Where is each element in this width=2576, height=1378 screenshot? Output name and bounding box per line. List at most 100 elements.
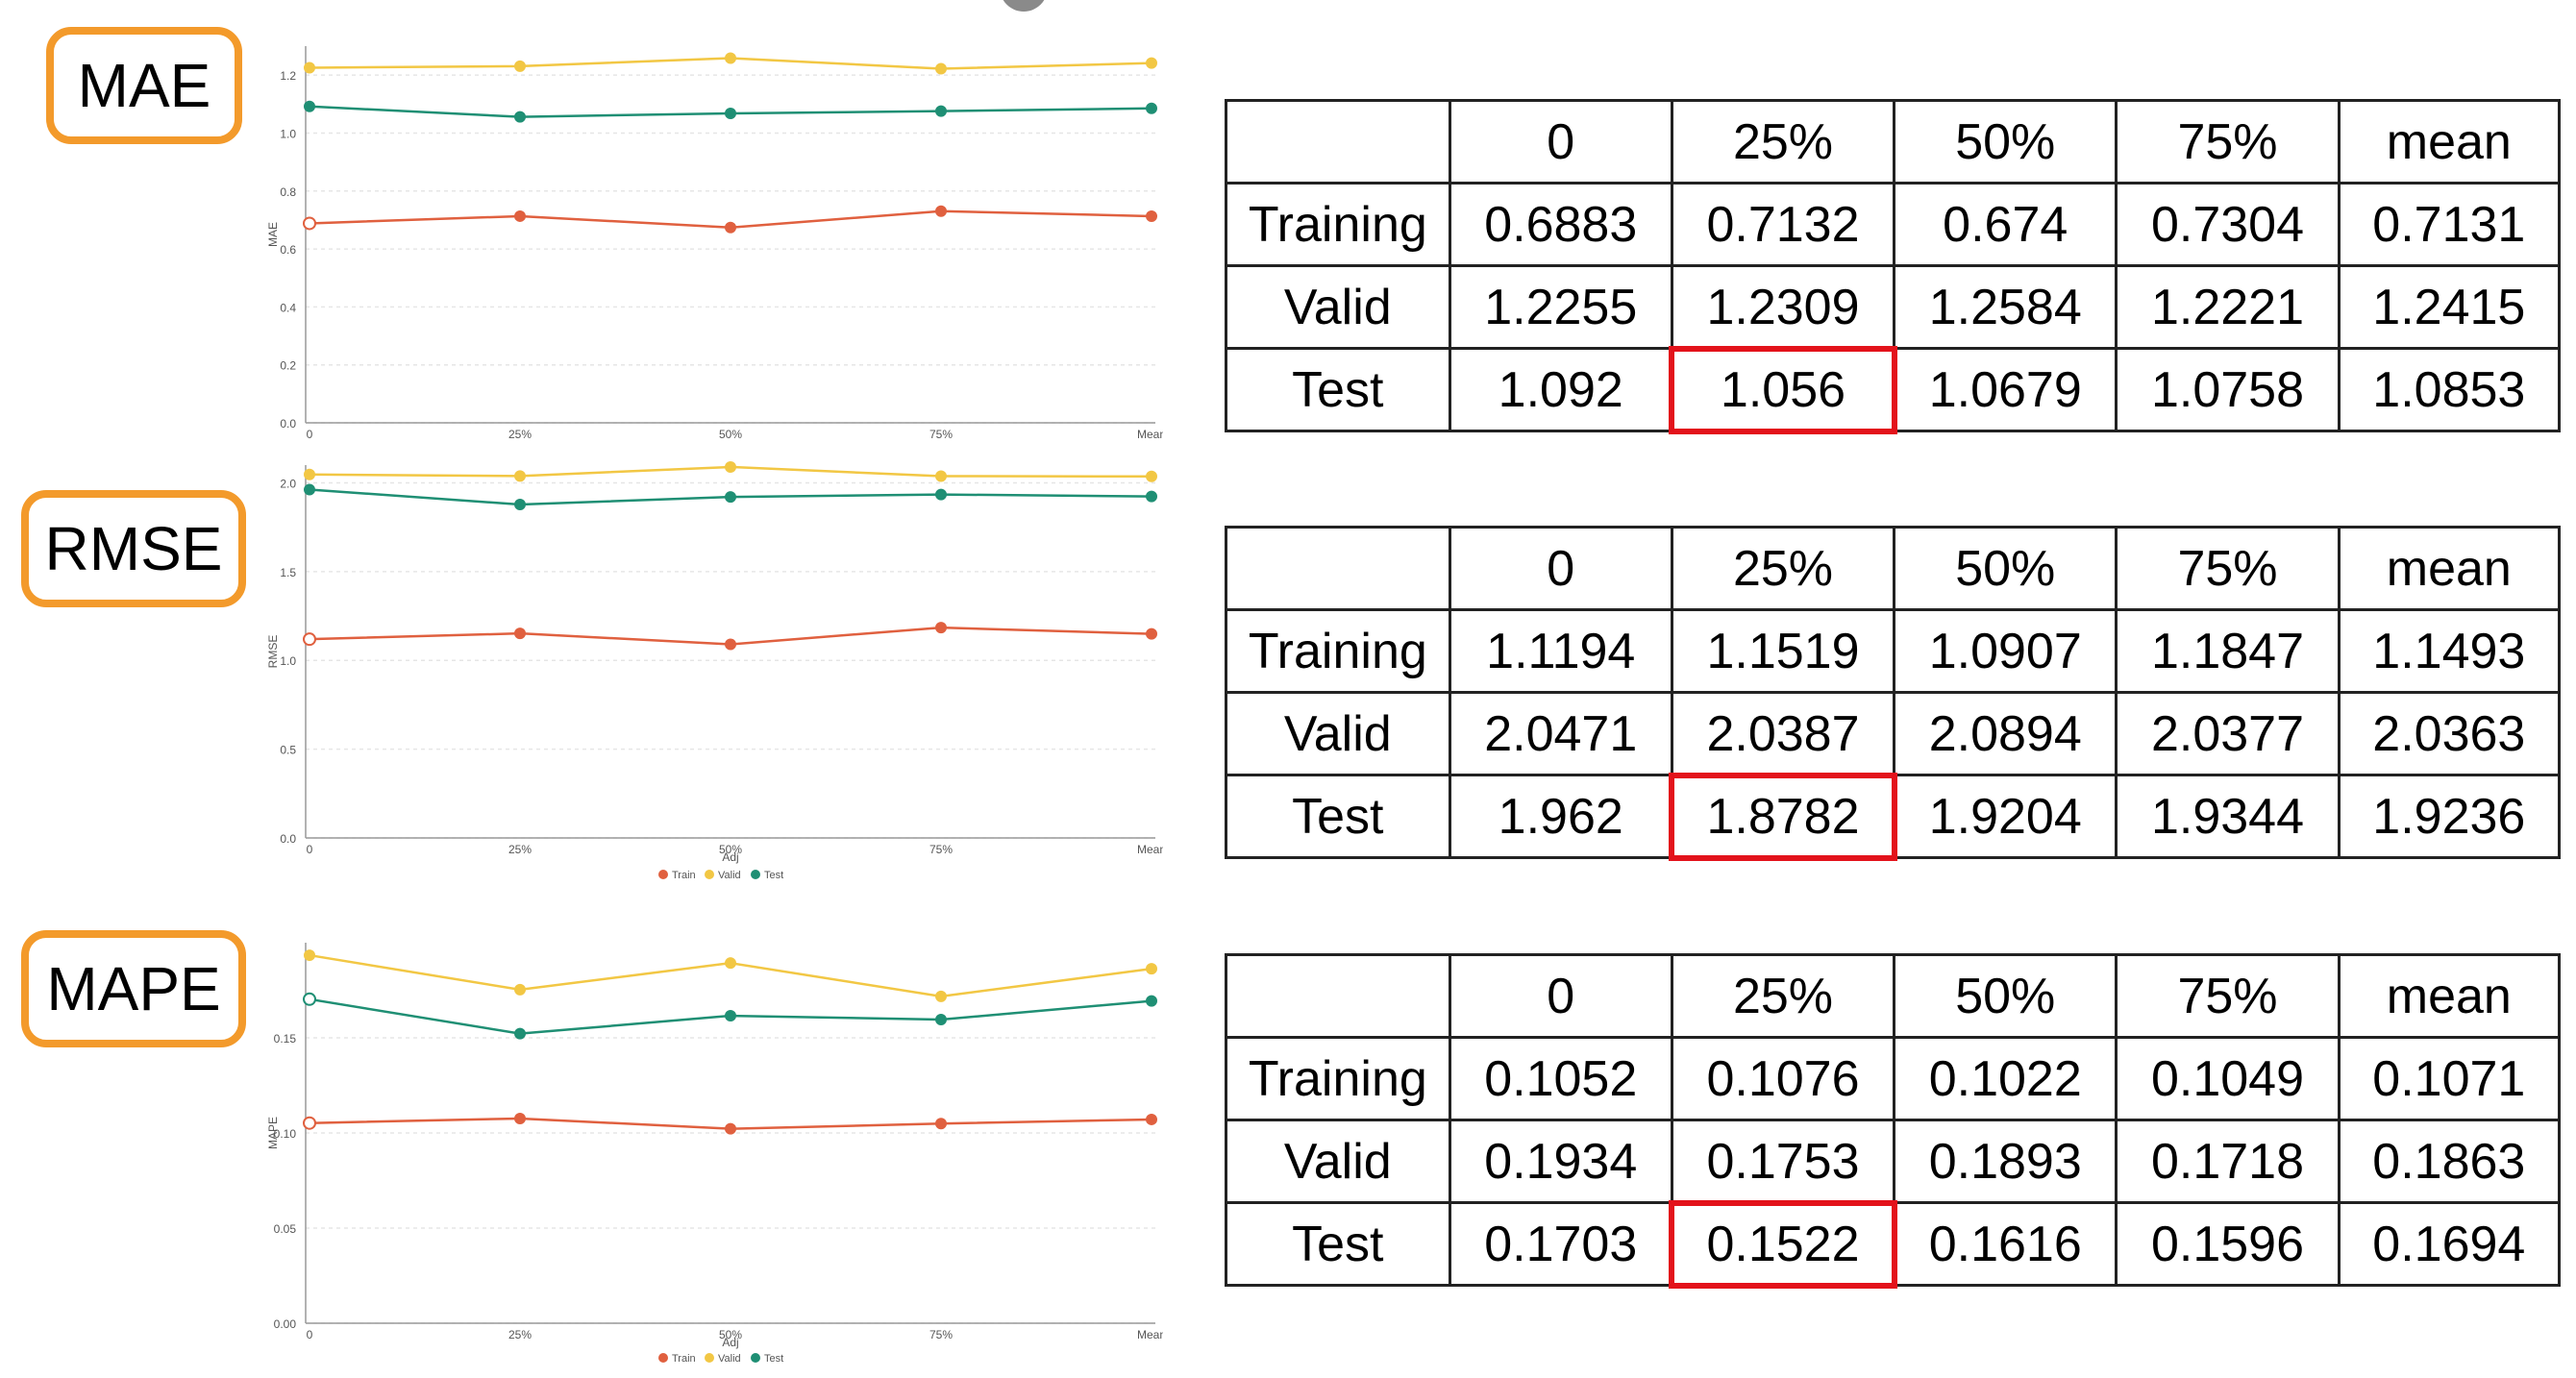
table-cell: 0.1022: [1893, 1036, 2118, 1121]
x-tick-label: 0: [307, 428, 313, 441]
legend-marker: [751, 870, 760, 879]
x-tick-label: 50%: [719, 428, 742, 441]
y-tick-label: 0.0: [280, 417, 296, 431]
column-header-cell: 50%: [1893, 526, 2118, 611]
valid-data-point: [935, 990, 947, 1002]
row-header-cell: Training: [1225, 1036, 1451, 1121]
legend-marker: [658, 870, 668, 879]
test-data-point: [725, 491, 736, 504]
column-header-cell: [1225, 526, 1451, 611]
y-tick-label: 0.2: [280, 359, 296, 373]
metric-label-rmse: RMSE: [21, 490, 246, 607]
row-header-cell: Training: [1225, 182, 1451, 267]
valid-data-point: [304, 949, 315, 962]
table-row: Training 0.6883 0.7132 0.674 0.7304 0.7131: [1225, 182, 2562, 267]
column-header-cell: 0: [1448, 99, 1673, 185]
table-cell: 0.7131: [2337, 182, 2562, 267]
table-row: Valid 0.1934 0.1753 0.1893 0.1718 0.1863: [1225, 1119, 2562, 1204]
valid-data-point: [1146, 963, 1157, 975]
valid-data-point: [725, 957, 736, 970]
table-cell: 0.1052: [1448, 1036, 1673, 1121]
table-cell: 1.1519: [1670, 608, 1896, 694]
mae-results-table: 0 25% 50% 75% mean Training 0.6883 0.7132 0.674 0…: [1225, 99, 2562, 432]
y-tick-label: 0.6: [280, 243, 296, 257]
table-cell: 0.674: [1893, 182, 2118, 267]
x-tick-label: Mean: [1137, 843, 1163, 856]
test-data-point: [935, 105, 947, 117]
top-cropped-glyph: [1000, 0, 1048, 12]
table-cell: 2.0471: [1448, 691, 1673, 776]
mae-line-chart: 0.0 0.2 0.4 0.6 0.8 1.0 1.2 0 25% 50% 75% Mean MAE: [266, 46, 1163, 441]
train-data-point: [935, 205, 947, 217]
y-tick-label: 2.0: [280, 477, 296, 490]
table-cell: 1.0679: [1893, 347, 2118, 432]
valid-data-point: [725, 52, 736, 64]
y-tick-label: 0.00: [274, 1317, 297, 1331]
test-data-point: [304, 100, 315, 112]
valid-data-point: [514, 60, 526, 72]
table-cell: 0.7132: [1670, 182, 1896, 267]
y-tick-label: 1.2: [280, 69, 296, 83]
y-axis-label: RMSE: [266, 635, 280, 669]
x-tick-label: 50%: [719, 1328, 742, 1341]
table-row: Valid 2.0471 2.0387 2.0894 2.0377 2.0363: [1225, 691, 2562, 776]
table-cell: 1.0758: [2115, 347, 2341, 432]
test-data-point: [514, 111, 526, 123]
column-header-cell: mean: [2337, 526, 2562, 611]
x-tick-label: Mean: [1137, 1328, 1163, 1341]
column-header-cell: 25%: [1670, 526, 1896, 611]
table-cell: 1.1194: [1448, 608, 1673, 694]
y-tick-label: 0.5: [280, 744, 296, 757]
best-value-highlight: [1669, 345, 1897, 434]
legend-label: Train: [672, 1353, 696, 1365]
table-cell: 0.1596: [2115, 1201, 2341, 1287]
best-value-highlight: [1669, 1199, 1897, 1289]
test-data-point: [514, 498, 526, 510]
valid-data-point: [1146, 470, 1157, 482]
column-header-cell: mean: [2337, 99, 2562, 185]
row-header-cell: Training: [1225, 608, 1451, 694]
table-cell: 2.0387: [1670, 691, 1896, 776]
table-cell: 0.1616: [1893, 1201, 2118, 1287]
column-header-cell: 75%: [2115, 953, 2341, 1039]
legend-label: Test: [764, 1353, 783, 1365]
table-cell: 0.1071: [2337, 1036, 2562, 1121]
column-header-cell: 25%: [1670, 953, 1896, 1039]
table-row: Valid 1.2255 1.2309 1.2584 1.2221 1.2415: [1225, 264, 2562, 350]
train-data-point: [1146, 209, 1157, 222]
best-value-highlight: [1669, 772, 1897, 861]
column-header-cell: mean: [2337, 953, 2562, 1039]
valid-data-point: [304, 62, 315, 74]
x-tick-label: 25%: [508, 843, 532, 856]
train-data-point: [935, 622, 947, 634]
y-tick-label: 0.4: [280, 301, 296, 314]
test-data-point: [935, 1013, 947, 1025]
table-cell: 1.0853: [2337, 347, 2562, 432]
x-tick-label: 75%: [929, 1328, 953, 1341]
row-header-cell: Test: [1225, 774, 1451, 859]
column-header-cell: 0: [1448, 953, 1673, 1039]
table-cell: 1.2255: [1448, 264, 1673, 350]
test-data-point: [304, 483, 315, 496]
y-tick-label: 1.0: [280, 127, 296, 140]
legend-marker: [751, 1353, 760, 1363]
legend-marker: [658, 1353, 668, 1363]
train-data-point: [725, 638, 736, 651]
table-cell: 2.0894: [1893, 691, 2118, 776]
test-data-point: [935, 488, 947, 501]
metric-label-mae: MAE: [46, 27, 242, 144]
table-cell: 1.1493: [2337, 608, 2562, 694]
x-tick-label: 50%: [719, 843, 742, 856]
train-data-point: [725, 1122, 736, 1135]
table-row: Training 1.1194 1.1519 1.0907 1.1847 1.1493: [1225, 608, 2562, 694]
table-cell: 0.1863: [2337, 1119, 2562, 1204]
x-axis-label: Adj: [722, 1336, 738, 1349]
table-cell: 2.0363: [2337, 691, 2562, 776]
row-header-cell: Valid: [1225, 264, 1451, 350]
column-header-cell: 0: [1448, 526, 1673, 611]
column-header-cell: [1225, 953, 1451, 1039]
legend-label: Train: [672, 870, 696, 881]
legend-label: Valid: [718, 870, 741, 881]
table-cell: 0.7304: [2115, 182, 2341, 267]
y-tick-label: 1.0: [280, 654, 296, 668]
